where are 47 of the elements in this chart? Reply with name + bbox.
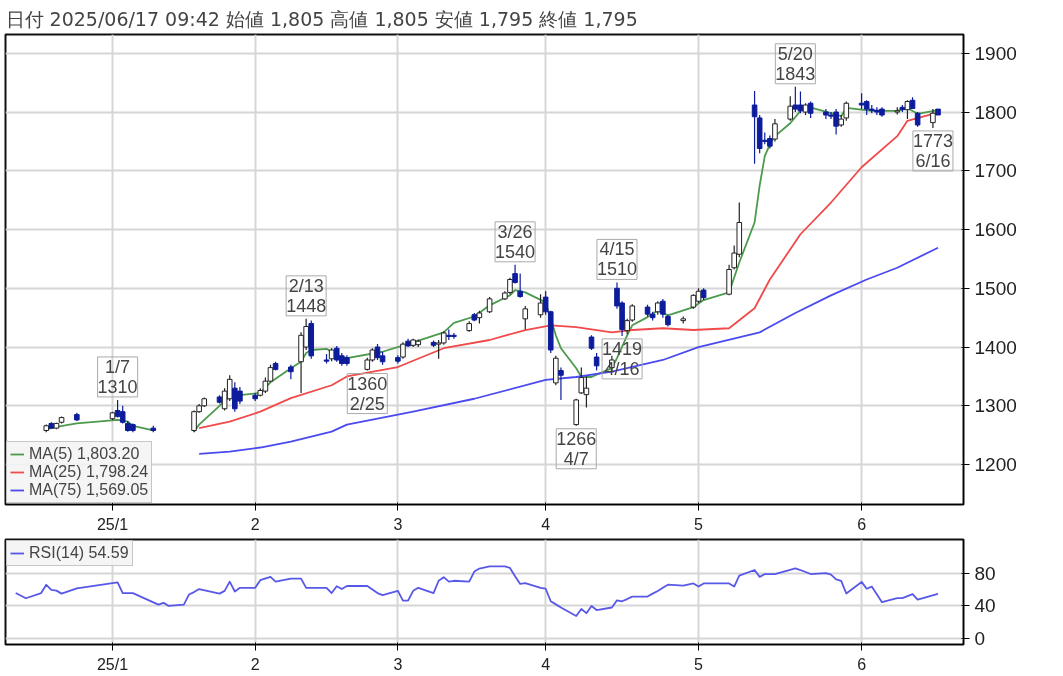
candlestick [787, 95, 794, 122]
annotation: 4/15 1510 [596, 239, 638, 280]
x-tick-label: 5 [694, 655, 704, 673]
x-tick-label: 2 [250, 655, 260, 673]
annotation: 1773 6/16 [912, 130, 953, 171]
y-tick-label: 80 [974, 562, 996, 584]
annotation: 1/7 1310 [97, 356, 138, 397]
annotation: 2/13 1448 [286, 275, 327, 316]
x-tick-label: 3 [393, 655, 403, 673]
legend-label: MA(75) 1,569.05 [29, 481, 149, 499]
y-tick-label: 1900 [974, 42, 1017, 64]
candlestick [930, 108, 936, 129]
chart-title: 日付 2025/06/17 09:42 始値 1,805 高値 1,805 安値 1,795 終値 1,795 [5, 7, 638, 30]
y-tick-label: 40 [974, 595, 996, 617]
x-tick-label: 5 [694, 515, 704, 533]
annotation: 3/26 1540 [495, 221, 536, 262]
y-tick-label: 1800 [974, 101, 1017, 123]
candlestick [537, 293, 544, 319]
y-tick-label: 0 [974, 628, 986, 650]
candlestick [578, 367, 585, 395]
y-tick-label: 1700 [974, 160, 1017, 182]
candlestick [558, 367, 564, 401]
candlestick [517, 273, 523, 299]
x-tick-label: 2 [250, 515, 260, 533]
y-tick-label: 1400 [974, 336, 1017, 358]
legend-label: MA(25) 1,798.24 [29, 463, 149, 481]
candlestick [792, 86, 799, 113]
annotation: 1360 2/25 [347, 373, 388, 414]
y-tick-label: 1300 [974, 395, 1017, 417]
legend-label: MA(5) 1,803.20 [29, 445, 140, 463]
y-tick-label: 1500 [974, 277, 1017, 299]
x-tick-label: 4 [541, 515, 551, 533]
x-tick-label: 25/1 [96, 515, 129, 533]
series-label: RSI(14) 54.59 [29, 544, 129, 562]
x-tick-label: 6 [857, 655, 867, 673]
annotation: 5/20 1843 [775, 43, 816, 84]
y-tick-label: 1600 [974, 219, 1017, 241]
line-series [14, 565, 939, 617]
candlestick [522, 305, 529, 331]
x-tick-label: 4 [541, 655, 551, 673]
x-tick-label: 3 [393, 515, 403, 533]
x-tick-label: 6 [857, 515, 867, 533]
candlestick [512, 264, 518, 285]
x-tick-label: 25/1 [96, 655, 129, 673]
y-tick-label: 1200 [974, 454, 1017, 476]
annotation: 1266 4/7 [556, 428, 597, 469]
candlestick [772, 118, 778, 143]
